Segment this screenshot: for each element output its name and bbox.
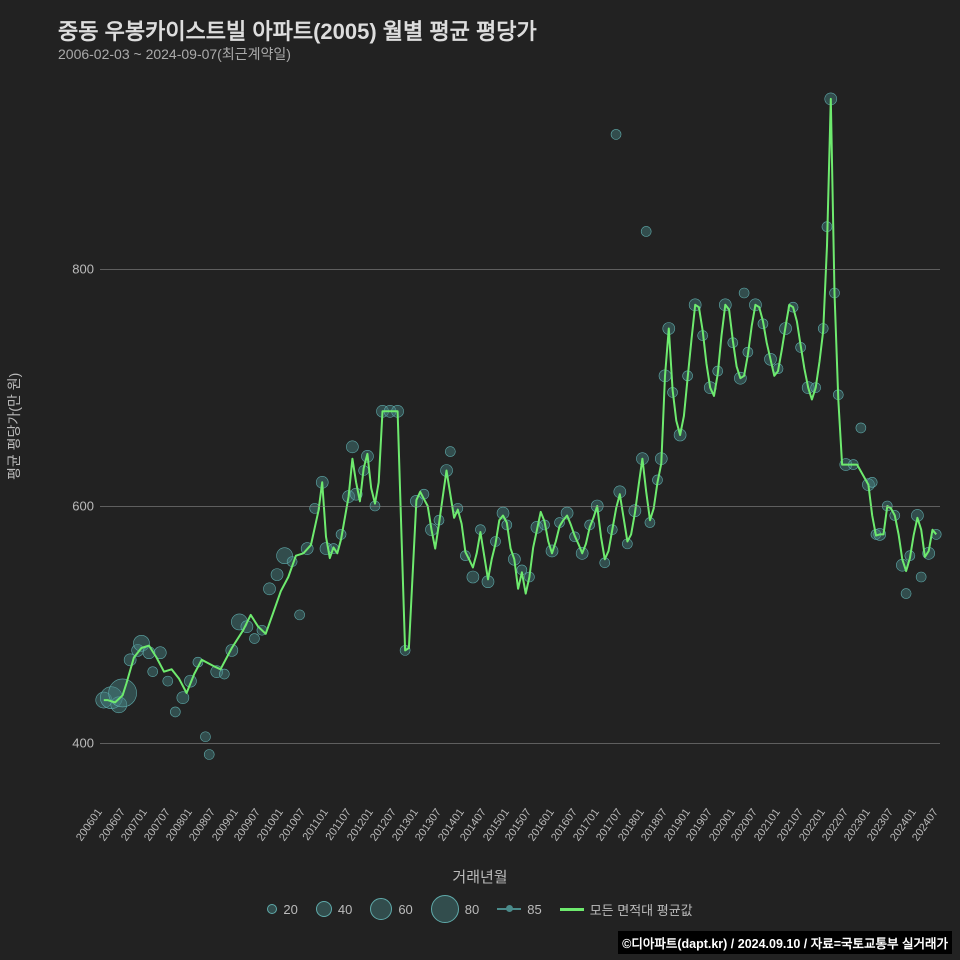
scatter-legend-label: 85	[527, 902, 541, 917]
size-legend-item: 60	[370, 898, 412, 920]
line-legend-label: 모든 면적대 평균값	[590, 900, 693, 919]
chart-svg	[100, 80, 940, 790]
scatter-point	[916, 572, 926, 582]
scatter-point	[249, 634, 259, 644]
y-tick-label: 400	[54, 735, 94, 750]
scatter-point	[739, 288, 749, 298]
scatter-point	[170, 707, 180, 717]
scatter-point	[445, 447, 455, 457]
chart-title: 중동 우봉카이스트빌 아파트(2005) 월별 평균 평당가	[58, 14, 537, 46]
size-legend-label: 60	[398, 902, 412, 917]
scatter-point	[467, 571, 479, 583]
size-legend-circle	[370, 898, 392, 920]
size-legend-item: 20	[267, 902, 297, 917]
y-tick-label: 800	[54, 262, 94, 277]
scatter-point	[163, 676, 173, 686]
scatter-point	[200, 732, 210, 742]
scatter-point	[204, 750, 214, 760]
x-axis-label: 거래년월	[452, 866, 507, 887]
size-legend-label: 80	[465, 902, 479, 917]
scatter-point	[611, 129, 621, 139]
credit-text: ©디아파트(dapt.kr) / 2024.09.10 / 자료=국토교통부 실…	[618, 931, 952, 954]
line-legend-item: 모든 면적대 평균값	[560, 900, 693, 919]
size-legend-label: 20	[283, 902, 297, 917]
chart-subtitle: 2006-02-03 ~ 2024-09-07(최근계약일)	[58, 44, 291, 64]
y-axis-label: 평균 평당가(만 원)	[4, 373, 24, 480]
scatter-legend-swatch	[497, 908, 521, 910]
scatter-point	[264, 583, 276, 595]
scatter-legend-item: 85	[497, 902, 541, 917]
gridline	[100, 743, 940, 744]
legend: 20 40 60 80 85 모든 면적대 평균값	[0, 895, 960, 925]
scatter-legend-point	[506, 905, 513, 912]
gridline	[100, 506, 940, 507]
size-legend-circle	[267, 904, 277, 914]
scatter-point	[271, 569, 283, 581]
plot-area: 4006008002006012006072007012007072008012…	[100, 80, 940, 790]
line-legend-swatch	[560, 908, 584, 911]
scatter-point	[901, 589, 911, 599]
size-legend-circle	[431, 895, 459, 923]
size-legend-label: 40	[338, 902, 352, 917]
size-legend-circle	[316, 901, 332, 917]
scatter-point	[641, 226, 651, 236]
scatter-point	[295, 610, 305, 620]
scatter-point	[148, 667, 158, 677]
scatter-point	[856, 423, 866, 433]
size-legend-item: 40	[316, 901, 352, 917]
average-line	[104, 99, 936, 703]
scatter-point	[219, 669, 229, 679]
gridline	[100, 269, 940, 270]
scatter-point	[346, 441, 358, 453]
y-tick-label: 600	[54, 499, 94, 514]
legend-inner: 20 40 60 80 85 모든 면적대 평균값	[267, 895, 692, 923]
size-legend-item: 80	[431, 895, 479, 923]
